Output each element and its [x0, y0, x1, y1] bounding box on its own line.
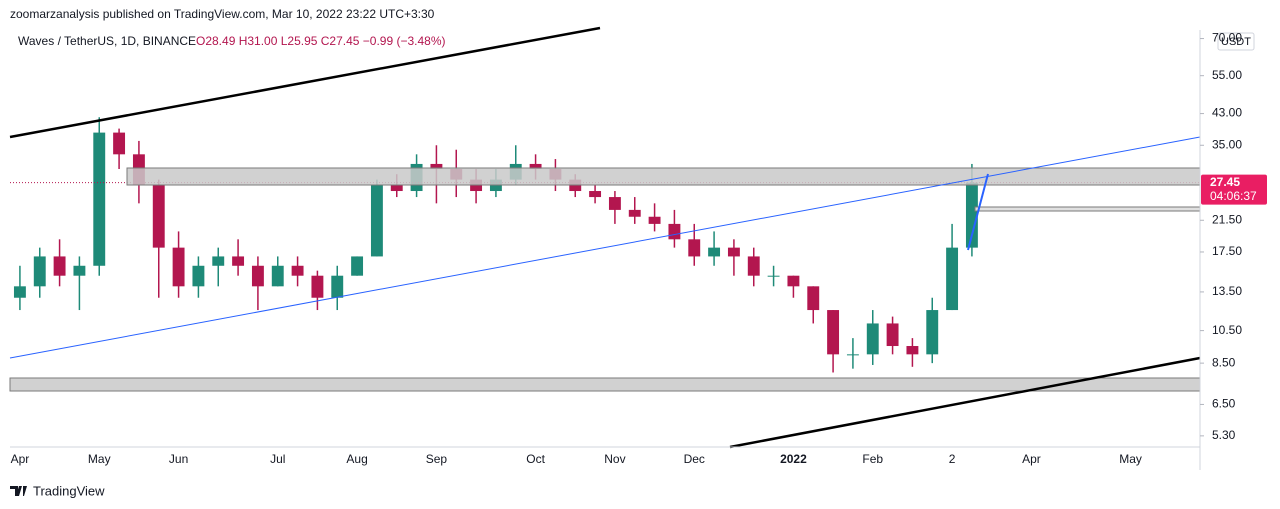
y-tick-label: 8.50 [1212, 355, 1236, 369]
x-tick-label: Nov [604, 452, 625, 466]
y-tick-label: 5.30 [1212, 428, 1236, 442]
candle-body [370, 185, 383, 257]
candle-body [192, 265, 205, 287]
y-tick-label: 10.50 [1212, 323, 1242, 337]
x-tick-label: Apr [11, 452, 30, 466]
footer-logo [10, 486, 27, 496]
projection-line [967, 173, 989, 251]
candle-body [727, 247, 740, 257]
support-zone [9, 377, 1201, 392]
candle-body [807, 286, 820, 311]
x-tick-label: Jul [270, 452, 285, 466]
candle-body [926, 310, 939, 355]
candle-body [53, 256, 66, 276]
trend-line [9, 136, 1201, 359]
candle-body [311, 275, 324, 298]
x-tick-label: Aug [346, 452, 367, 466]
x-tick-label: May [88, 452, 111, 466]
channel-top-line [9, 26, 601, 139]
brand: TradingView [33, 483, 105, 498]
candle-body [846, 354, 859, 356]
x-tick-label: Feb [862, 452, 883, 466]
candle-body [529, 163, 542, 169]
x-tick-label: May [1119, 452, 1142, 466]
y-tick-label: 55.00 [1212, 68, 1242, 82]
x-tick-label: Oct [526, 452, 545, 466]
candle-body [767, 275, 780, 277]
x-tick-label: Apr [1022, 452, 1041, 466]
candle-body [589, 191, 602, 198]
currency-label: USDT [1221, 36, 1251, 48]
last-price-badge [1201, 174, 1267, 205]
candle-body [232, 256, 245, 266]
candle-body [93, 132, 106, 266]
candle-body [688, 239, 701, 257]
x-tick-label: Jun [169, 452, 188, 466]
candle-body [331, 275, 344, 298]
axes: 5.30 6.50 8.50 10.50 13.50 17.50 21.50 35.00 43.… [11, 31, 1267, 466]
x-tick-label: 2022 [780, 452, 807, 466]
candle-body [430, 163, 443, 169]
candle-body [351, 256, 364, 276]
candle-body [866, 323, 879, 355]
candle-body [827, 310, 840, 355]
candle-body [73, 265, 86, 276]
countdown-label: 04:06:37 [1210, 189, 1257, 203]
candle-body [668, 223, 681, 240]
y-tick-label: 70.00 [1212, 31, 1242, 45]
currency-badge [1217, 32, 1255, 51]
y-tick-label: 6.50 [1212, 397, 1236, 411]
candle-body [747, 256, 760, 276]
x-tick-label: Sep [426, 452, 448, 466]
plot [10, 117, 1200, 373]
candle-body [13, 286, 26, 298]
ohlc-label: O28.49 H31.00 L25.95 C27.45 −0.99 (−3.48… [196, 34, 446, 48]
candle-body [886, 323, 899, 347]
candle-body [628, 209, 641, 217]
x-tick-label: 2 [949, 452, 956, 466]
candle-body [172, 247, 185, 287]
candle-body [271, 265, 284, 287]
candle-body [787, 275, 800, 287]
candle-body [906, 346, 919, 355]
candle-body [708, 247, 721, 257]
candle-body [390, 185, 403, 192]
last-price-label: 27.45 [1210, 175, 1240, 189]
y-tick-label: 17.50 [1212, 244, 1242, 258]
y-tick-label: 43.00 [1212, 106, 1242, 120]
candle-body [946, 247, 959, 311]
channel-bottom-line [729, 356, 1201, 449]
y-tick-label: 13.50 [1212, 284, 1242, 298]
candle-body [648, 216, 661, 224]
candle-body [608, 197, 621, 210]
candle-body [152, 185, 165, 248]
symbol-label: Waves / TetherUS, 1D, BINANCE [18, 34, 196, 48]
candle-body [33, 256, 46, 287]
resistance-zone [126, 167, 1201, 186]
publisher-line: zoomarzanalysis published on TradingView… [10, 7, 435, 21]
y-tick-label: 35.00 [1212, 137, 1242, 151]
y-tick-label: 21.50 [1212, 212, 1242, 226]
small-zone [974, 206, 1201, 212]
candle-body [965, 182, 978, 248]
candle-body [291, 265, 304, 276]
x-tick-label: Dec [684, 452, 705, 466]
candle-body [251, 265, 264, 287]
candle-body [212, 256, 225, 266]
candle-body [113, 132, 126, 155]
